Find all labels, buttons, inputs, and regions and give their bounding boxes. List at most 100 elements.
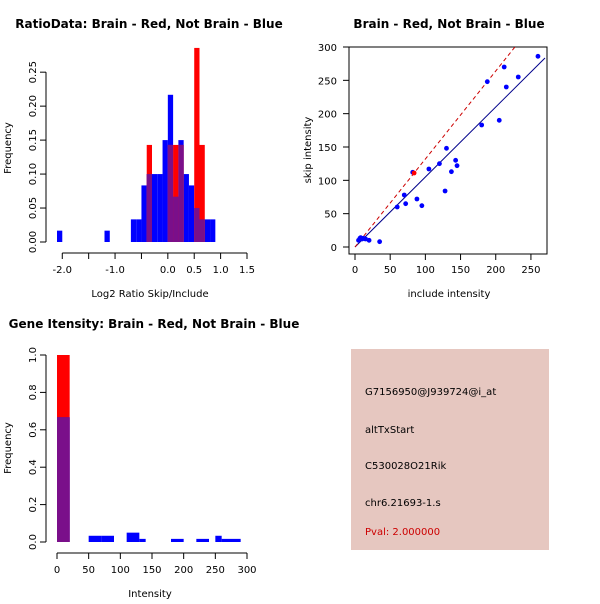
chart2-point-not-brain xyxy=(377,239,383,245)
chart2-point-not-brain xyxy=(401,192,407,198)
chart2-y-tick-label: 0 xyxy=(331,243,337,254)
chart1-y-tick-label: 0.00 xyxy=(28,231,39,253)
chart3-x-tick-label: 0 xyxy=(54,565,60,576)
chart3-y-tick-label: 0.6 xyxy=(28,422,39,438)
chart3-y-tick-label: 0.2 xyxy=(28,497,39,513)
chart2-point-not-brain xyxy=(484,79,490,85)
chart1-bar-overlap xyxy=(167,144,174,242)
chart1-y-tick-label: 0.05 xyxy=(28,197,39,219)
chart3-bar-not-brain xyxy=(171,538,184,542)
chart1-bar-overlap xyxy=(146,174,152,242)
chart2-point-not-brain xyxy=(515,74,521,80)
chart2-y-tick-label: 150 xyxy=(318,143,337,154)
chart3-title: Gene Itensity: Brain - Red, Not Brain - … xyxy=(9,317,300,331)
chart2-y-tick-label: 200 xyxy=(318,110,337,121)
chart2-point-not-brain xyxy=(426,166,432,172)
chart3-x-tick-label: 150 xyxy=(142,565,161,576)
chart3-x-tick-label: 200 xyxy=(174,565,193,576)
chart1-bar-not-brain xyxy=(204,219,211,242)
chart1-bar-not-brain xyxy=(162,140,168,242)
chart2-fit-line-not-brain xyxy=(354,57,546,248)
chart3-bar-not-brain xyxy=(215,535,222,542)
pval: Pval: 2.000000 xyxy=(365,527,441,538)
chart2-x-tick-label: 50 xyxy=(384,265,397,276)
chart1-bar-overlap xyxy=(194,208,200,242)
chart2-point-not-brain xyxy=(479,122,485,128)
chart2-y-tick-label: 300 xyxy=(318,43,337,54)
probe-id: G7156950@J939724@i_at xyxy=(365,387,497,398)
chart1-bar-overlap xyxy=(199,219,205,242)
chart2-point-not-brain xyxy=(501,64,507,70)
chart1-bar-not-brain xyxy=(157,174,163,242)
chart1-bar-not-brain xyxy=(188,185,195,242)
chart3-y-tick-label: 0.4 xyxy=(28,459,39,475)
chart1-x-tick-label: 0.0 xyxy=(160,265,176,276)
chart2-point-not-brain xyxy=(394,204,400,210)
chart2-point-not-brain xyxy=(453,157,459,163)
chart1-title: RatioData: Brain - Red, Not Brain - Blue xyxy=(15,17,282,31)
chart2-y-tick-label: 100 xyxy=(318,176,337,187)
chart2-plot-box xyxy=(348,46,548,255)
chart1-bar-not-brain xyxy=(136,219,142,242)
event-type: altTxStart xyxy=(365,425,415,436)
chart1-x-tick-label: 0.5 xyxy=(186,265,202,276)
chart2-point-not-brain xyxy=(414,196,420,202)
chart2-point-not-brain xyxy=(403,201,409,207)
chart2-x-tick-label: 200 xyxy=(486,265,505,276)
gene-name: C530028O21Rik xyxy=(365,461,447,472)
chart1-bar-overlap xyxy=(178,144,184,242)
chart1-bar-not-brain xyxy=(104,230,110,242)
chart3-x-tick-label: 300 xyxy=(237,565,256,576)
chart3-bar-not-brain xyxy=(126,532,140,542)
chart2-y-label: skip intensity xyxy=(303,117,314,184)
chart1-bar-brain xyxy=(194,47,200,242)
chart2-x-label: include intensity xyxy=(408,289,491,300)
info-panel: G7156950@J939724@i_at altTxStart C530028… xyxy=(351,349,549,550)
chart3-y-tick-label: 1.0 xyxy=(28,347,39,363)
chart2-x-tick-label: 100 xyxy=(416,265,435,276)
chart2-y-tick-label: 50 xyxy=(324,210,337,221)
chart1-x-tick-label: -2.0 xyxy=(53,265,73,276)
chart2-fit-line-brain xyxy=(354,47,516,248)
chart1-y-tick-label: 0.25 xyxy=(28,61,39,83)
chart2-point-not-brain xyxy=(366,237,372,243)
chart3-bar-overlap xyxy=(57,417,70,542)
chart3-bar-not-brain xyxy=(221,538,241,542)
locus: chr6.21693-1.s xyxy=(365,498,441,509)
chart3-x-tick-label: 50 xyxy=(82,565,95,576)
chart2-point-not-brain xyxy=(535,53,541,59)
chart2-point-not-brain xyxy=(503,84,509,90)
chart1-y-tick-label: 0.20 xyxy=(28,95,39,117)
chart3-x-tick-label: 100 xyxy=(111,565,130,576)
chart2-point-not-brain xyxy=(442,188,448,194)
chart2-point-not-brain xyxy=(454,163,460,169)
chart1-x-label: Log2 Ratio Skip/Include xyxy=(91,289,208,300)
chart3-x-tick-label: 250 xyxy=(206,565,225,576)
chart1-y-tick-label: 0.15 xyxy=(28,129,39,151)
chart1-bar-brain xyxy=(199,144,205,242)
chart2-point-not-brain xyxy=(449,169,454,175)
chart1-y-tick-label: 0.10 xyxy=(28,163,39,185)
chart1-bar-overlap xyxy=(173,196,179,242)
chart2-x-tick-label: 0 xyxy=(352,265,358,276)
chart3-x-label: Intensity xyxy=(128,589,172,600)
chart2-point-not-brain xyxy=(419,203,425,209)
chart1-bar-not-brain xyxy=(183,174,189,242)
chart2-x-tick-label: 150 xyxy=(451,265,470,276)
chart1-bar-not-brain xyxy=(141,185,147,242)
chart1-bar-brain xyxy=(173,144,179,242)
chart3-bar-not-brain xyxy=(196,538,209,542)
chart1-x-tick-label: -1.0 xyxy=(105,265,125,276)
chart3-y-tick-label: 0.0 xyxy=(28,534,39,550)
chart1-y-label: Frequency xyxy=(3,122,14,174)
chart1-bar-not-brain xyxy=(57,230,63,242)
chart1-x-tick-label: 1.5 xyxy=(239,265,255,276)
chart2-title: Brain - Red, Not Brain - Blue xyxy=(353,17,544,31)
chart1-bar-not-brain xyxy=(130,219,137,242)
chart3-bar-not-brain xyxy=(88,535,102,542)
chart2-point-not-brain xyxy=(496,117,502,123)
chart2-point-not-brain xyxy=(437,161,442,167)
chart1-bar-not-brain xyxy=(152,174,158,242)
